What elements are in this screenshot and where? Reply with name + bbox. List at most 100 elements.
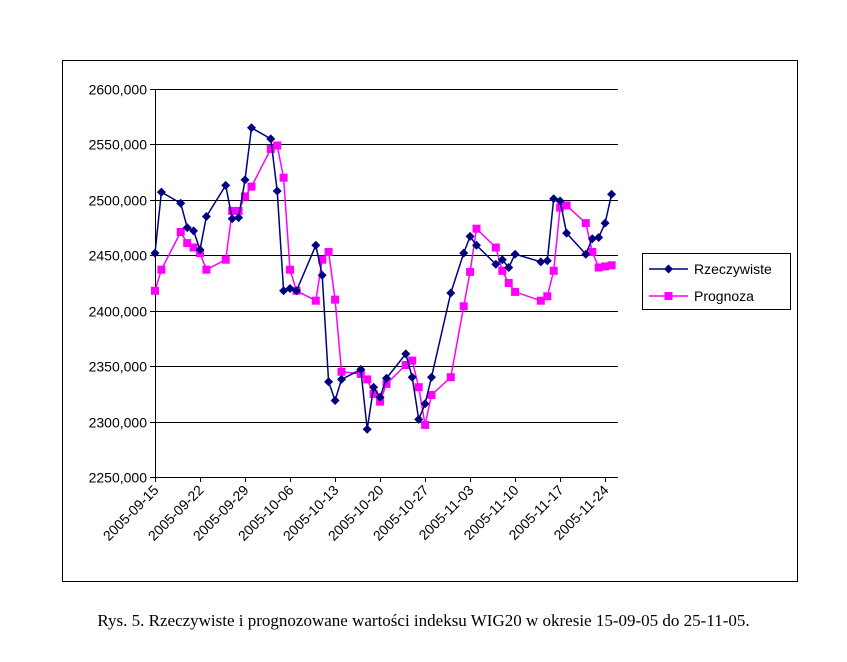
data-point [421,420,430,429]
y-tick-label: 2400,000 [89,304,148,320]
data-point [324,377,334,387]
y-tick-label: 2300,000 [89,415,148,431]
data-point [408,356,417,365]
data-point [311,240,321,250]
legend-marker [664,292,673,300]
legend-item-prognoza: Prognoza [649,288,754,304]
y-tick-label: 2450,000 [89,248,148,264]
data-point [427,372,436,382]
data-point [317,270,327,280]
data-point [401,349,411,359]
data-point [202,265,211,274]
series-rzeczywiste [150,123,617,434]
data-point [549,266,558,275]
data-point [369,382,379,392]
data-point [279,173,288,182]
data-point [562,228,572,238]
data-point [587,234,597,244]
data-point [234,206,243,215]
data-point [375,392,385,402]
data-point [607,189,617,199]
data-point [536,257,546,267]
data-point [498,266,507,275]
data-point [446,288,456,298]
data-point [337,367,346,376]
data-point [241,192,249,201]
data-point [414,383,423,392]
data-point [286,265,294,274]
data-point [420,399,430,409]
data-point [542,256,552,266]
data-point [330,396,340,405]
data-point [156,187,166,197]
data-point [266,144,275,153]
data-point [562,201,571,210]
data-point [446,373,455,382]
data-point [195,245,205,255]
data-point [555,196,565,206]
data-point [227,214,237,224]
data-point [273,141,282,150]
data-point [363,375,372,384]
data-point [362,424,372,434]
data-point [466,267,475,276]
data-point [176,198,186,208]
data-point [407,372,417,382]
data-point [266,134,276,144]
data-point [504,279,513,287]
data-point [318,255,327,264]
chart-border [62,60,798,582]
data-point [331,295,340,304]
data-point [497,255,507,265]
data-point [491,259,501,269]
data-point [601,262,610,271]
legend-box [642,253,791,310]
data-point [607,261,616,270]
data-point [221,180,231,190]
data-point [189,243,198,252]
data-point [151,286,159,295]
gridlines [155,89,618,478]
data-point [401,361,410,369]
data-point [311,296,320,305]
y-axis: 2250,000 2300,000 2350,000 2400,000 2450,000… [89,82,156,486]
data-point [581,219,590,228]
data-point [536,296,545,305]
data-point [594,263,603,272]
data-point [382,379,391,388]
data-point [600,218,610,228]
data-point [511,287,520,296]
data-point [427,391,436,399]
data-point [556,203,565,212]
data-point [356,365,366,374]
data-point [189,226,199,236]
legend-marker [664,264,673,274]
data-point [221,255,230,264]
data-point [465,231,475,241]
data-point [414,414,424,424]
data-point [369,389,378,398]
data-point [292,286,301,296]
data-point [247,123,256,133]
data-point [234,213,244,223]
y-tick-label: 2350,000 [89,359,148,375]
data-point [337,374,346,384]
figure-caption: Rys. 5. Rzeczywiste i prognozowane warto… [97,611,750,630]
data-point [510,249,520,259]
data-point [201,212,211,221]
data-point [228,206,237,215]
data-point [594,233,604,242]
data-point [459,302,468,311]
data-point [176,228,185,236]
legend-item-rzeczywiste: Rzeczywiste [649,261,772,277]
legend: Rzeczywiste Prognoza [642,253,791,310]
data-point [459,248,469,258]
data-point [543,292,552,301]
data-point [150,248,160,258]
data-point [324,248,333,256]
data-point [272,186,282,196]
data-point [240,175,250,185]
legend-label: Rzeczywiste [694,261,772,277]
data-point [157,265,166,274]
